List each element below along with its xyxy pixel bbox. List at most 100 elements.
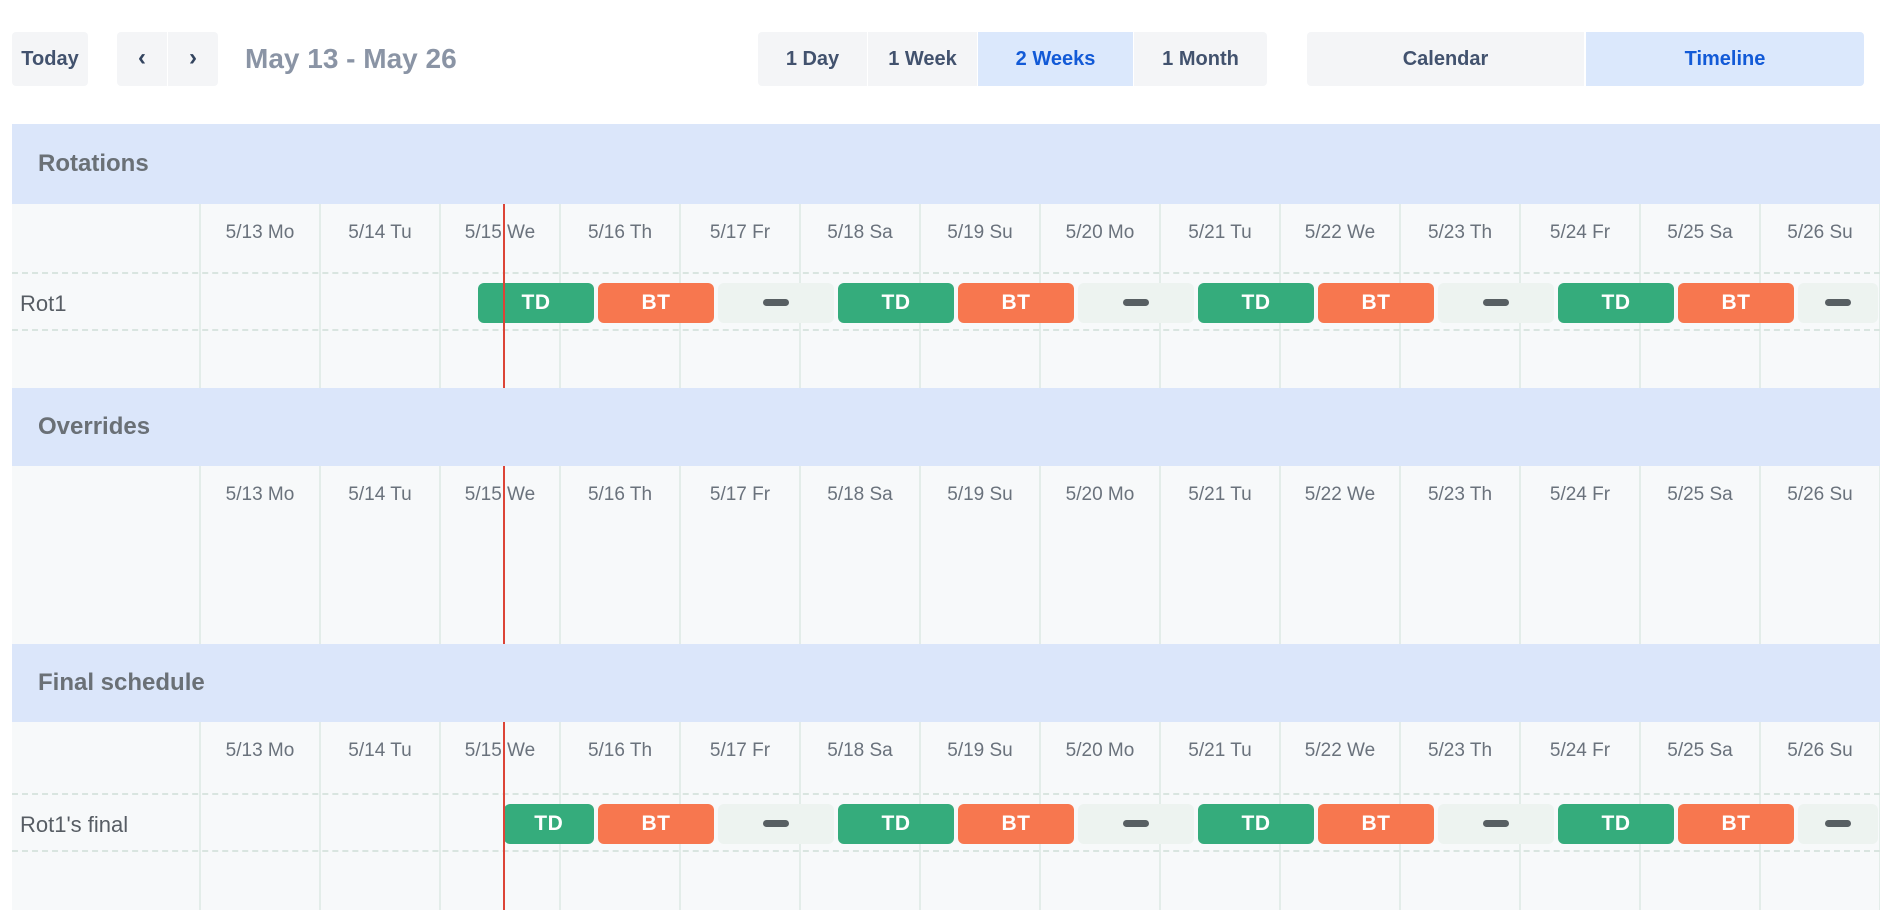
day-label: 5/20 Mo [1065, 222, 1135, 243]
shift-gap [1798, 803, 1878, 844]
day-label: 5/13 Mo [225, 222, 295, 243]
shift-label: BT [641, 811, 671, 835]
section-header-overrides: Overrides [12, 388, 1880, 466]
shift-label: BT [1721, 290, 1751, 314]
shift-bar-td[interactable]: TD [478, 282, 594, 323]
day-label: 5/26 Su [1787, 740, 1853, 761]
shift-bar-bt[interactable]: BT [958, 282, 1074, 323]
shift-bar-bt[interactable]: BT [1318, 282, 1434, 323]
section-grid-overrides: 5/13 Mo 5/14 Tu 5/15 We 5/16 Th 5/17 Fr 5/18 … [12, 466, 1880, 644]
current-time-line [502, 204, 505, 388]
day-label: 5/22 We [1304, 222, 1376, 243]
day-label: 5/19 Su [947, 484, 1013, 505]
shift-bar-td[interactable]: TD [1198, 803, 1314, 844]
day-label: 5/14 Tu [348, 740, 412, 761]
schedule-timeline-page: Today ‹ › May 13 - May 26 1 Day 1 Week 2… [12, 0, 1880, 914]
day-label: 5/24 Fr [1549, 484, 1611, 505]
gap-dash-icon [763, 820, 789, 827]
day-column-separator [319, 204, 321, 388]
day-label: 5/19 Su [947, 222, 1013, 243]
shift-label: TD [1601, 811, 1631, 835]
view-1-week-button[interactable]: 1 Week [868, 32, 977, 86]
day-label: 5/20 Mo [1065, 740, 1135, 761]
shift-label: TD [521, 290, 551, 314]
row-label: Rot1 [20, 290, 67, 316]
shift-gap [718, 282, 834, 323]
view-1-month-button[interactable]: 1 Month [1134, 32, 1267, 86]
shift-bar-bt[interactable]: BT [1678, 282, 1794, 323]
current-time-line [502, 466, 505, 644]
mode-timeline-button[interactable]: Timeline [1586, 32, 1864, 86]
shift-label: TD [534, 811, 564, 835]
day-column-separator [319, 466, 321, 644]
day-column-separator [1159, 466, 1161, 644]
shift-bar-td[interactable]: TD [1198, 282, 1314, 323]
day-column-separator [679, 466, 681, 644]
day-label: 5/24 Fr [1549, 740, 1611, 761]
shift-label: TD [1241, 290, 1271, 314]
day-column-separator [199, 722, 201, 910]
day-column-separator [1879, 722, 1880, 910]
shift-gap [718, 803, 834, 844]
shift-bar-bt[interactable]: BT [958, 803, 1074, 844]
schedule-row: Rot1 TD BT TD BT TD BT TD BT [12, 272, 1880, 331]
today-button[interactable]: Today [12, 32, 88, 86]
day-column-separator [199, 466, 201, 644]
gap-dash-icon [1825, 820, 1851, 827]
shift-bar-bt[interactable]: BT [598, 803, 714, 844]
shift-label: BT [1001, 811, 1031, 835]
section-title: Overrides [38, 413, 151, 440]
shift-label: BT [1001, 290, 1031, 314]
shift-label: TD [881, 811, 911, 835]
day-column-separator [319, 722, 321, 910]
gap-dash-icon [1123, 299, 1149, 306]
day-column-separator [1279, 466, 1281, 644]
shift-bar-bt[interactable]: BT [1678, 803, 1794, 844]
shift-gap [1078, 282, 1194, 323]
section-header-rotations: Rotations [12, 124, 1880, 204]
day-column-separator [1399, 466, 1401, 644]
empty-row [12, 852, 1880, 910]
day-label: 5/17 Fr [709, 222, 771, 243]
next-button[interactable]: › [168, 32, 218, 86]
day-column-separator [1519, 466, 1521, 644]
day-column-separator [1759, 466, 1761, 644]
day-label: 5/17 Fr [709, 484, 771, 505]
date-header-row: 5/13 Mo 5/14 Tu 5/15 We 5/16 Th 5/17 Fr 5/18 … [12, 466, 1880, 533]
shift-bar-bt[interactable]: BT [1318, 803, 1434, 844]
view-2-weeks-button[interactable]: 2 Weeks [978, 32, 1133, 86]
shift-label: TD [881, 290, 911, 314]
schedule-row: Rot1's final TD BT TD BT TD BT TD BT [12, 793, 1880, 852]
row-label: Rot1's final [20, 811, 129, 837]
day-label: 5/25 Sa [1667, 740, 1733, 761]
day-label: 5/25 Sa [1667, 484, 1733, 505]
shift-bar-td[interactable]: TD [838, 282, 954, 323]
shift-bar-td[interactable]: TD [1558, 803, 1674, 844]
shift-bar-td[interactable]: TD [1558, 282, 1674, 323]
day-column-separator [199, 204, 201, 388]
toolbar: Today ‹ › May 13 - May 26 1 Day 1 Week 2… [12, 0, 1880, 110]
shift-bar-bt[interactable]: BT [598, 282, 714, 323]
day-label: 5/15 We [464, 740, 536, 761]
section-title: Rotations [38, 150, 149, 177]
mode-calendar-button[interactable]: Calendar [1307, 32, 1584, 86]
day-label: 5/22 We [1304, 740, 1376, 761]
day-column-separator [559, 466, 561, 644]
shift-bar-td[interactable]: TD [838, 803, 954, 844]
section-grid-rotations: 5/13 Mo 5/14 Tu 5/15 We 5/16 Th 5/17 Fr 5/18 … [12, 204, 1880, 388]
day-label: 5/18 Sa [827, 222, 893, 243]
day-column-separator [1879, 204, 1880, 388]
gap-dash-icon [1825, 299, 1851, 306]
view-1-day-button[interactable]: 1 Day [758, 32, 867, 86]
day-label: 5/14 Tu [348, 222, 412, 243]
date-range-title: May 13 - May 26 [245, 43, 457, 74]
day-label: 5/16 Th [587, 484, 653, 505]
prev-button[interactable]: ‹ [117, 32, 167, 86]
day-label: 5/23 Th [1427, 222, 1493, 243]
shift-label: BT [1361, 290, 1391, 314]
day-label: 5/25 Sa [1667, 222, 1733, 243]
day-column-separator [919, 466, 921, 644]
chevron-left-icon: ‹ [138, 43, 146, 71]
gap-dash-icon [1123, 820, 1149, 827]
shift-bar-td[interactable]: TD [503, 803, 594, 844]
